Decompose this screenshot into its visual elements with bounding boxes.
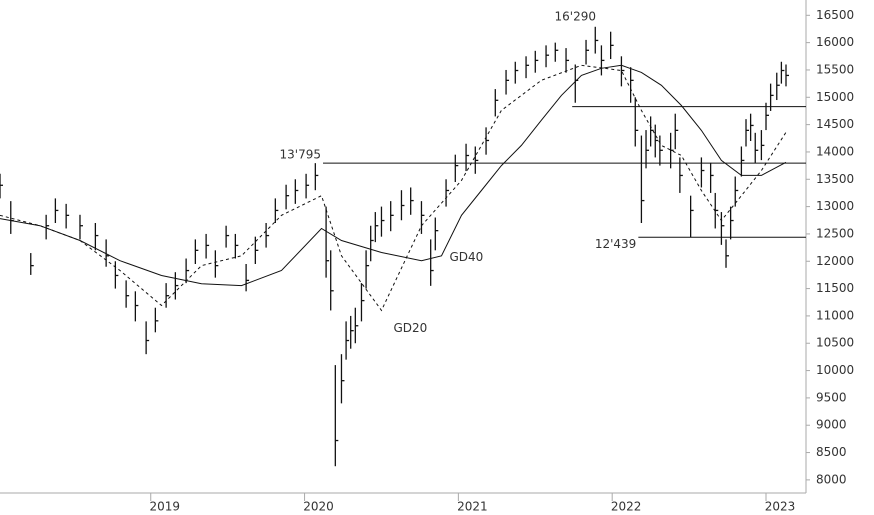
- y-tick-label: 9500: [816, 390, 847, 404]
- y-tick-label: 8500: [816, 445, 847, 459]
- y-tick-label: 13500: [816, 172, 854, 186]
- moving-average: [0, 64, 787, 312]
- y-tick-label: 9000: [816, 418, 847, 432]
- moving-average: [0, 64, 787, 287]
- series-label: GD20: [393, 321, 427, 335]
- y-tick-label: 11500: [816, 281, 854, 295]
- x-tick-label: 2023: [765, 500, 796, 514]
- level-label: 13'795: [280, 148, 321, 162]
- peak-label: 16'290: [555, 9, 596, 23]
- y-tick-label: 14000: [816, 144, 854, 158]
- y-tick-label: 12500: [816, 226, 854, 240]
- y-tick-label: 15500: [816, 62, 854, 76]
- y-tick-label: 10000: [816, 363, 854, 377]
- x-tick-label: 2022: [611, 500, 642, 514]
- y-tick-label: 11000: [816, 308, 854, 322]
- level-label: 12'439: [595, 237, 636, 251]
- y-tick-label: 10500: [816, 336, 854, 350]
- x-tick-label: 2020: [303, 500, 334, 514]
- y-tick-label: 14500: [816, 117, 854, 131]
- x-tick-label: 2021: [457, 500, 488, 514]
- y-tick-label: 16000: [816, 35, 854, 49]
- y-tick-label: 16500: [816, 8, 854, 22]
- y-tick-label: 13000: [816, 199, 854, 213]
- y-tick-label: 8000: [816, 472, 847, 486]
- y-tick-label: 12000: [816, 254, 854, 268]
- x-tick-label: 2019: [149, 500, 180, 514]
- series-label: GD40: [449, 250, 483, 264]
- y-tick-label: 15000: [816, 90, 854, 104]
